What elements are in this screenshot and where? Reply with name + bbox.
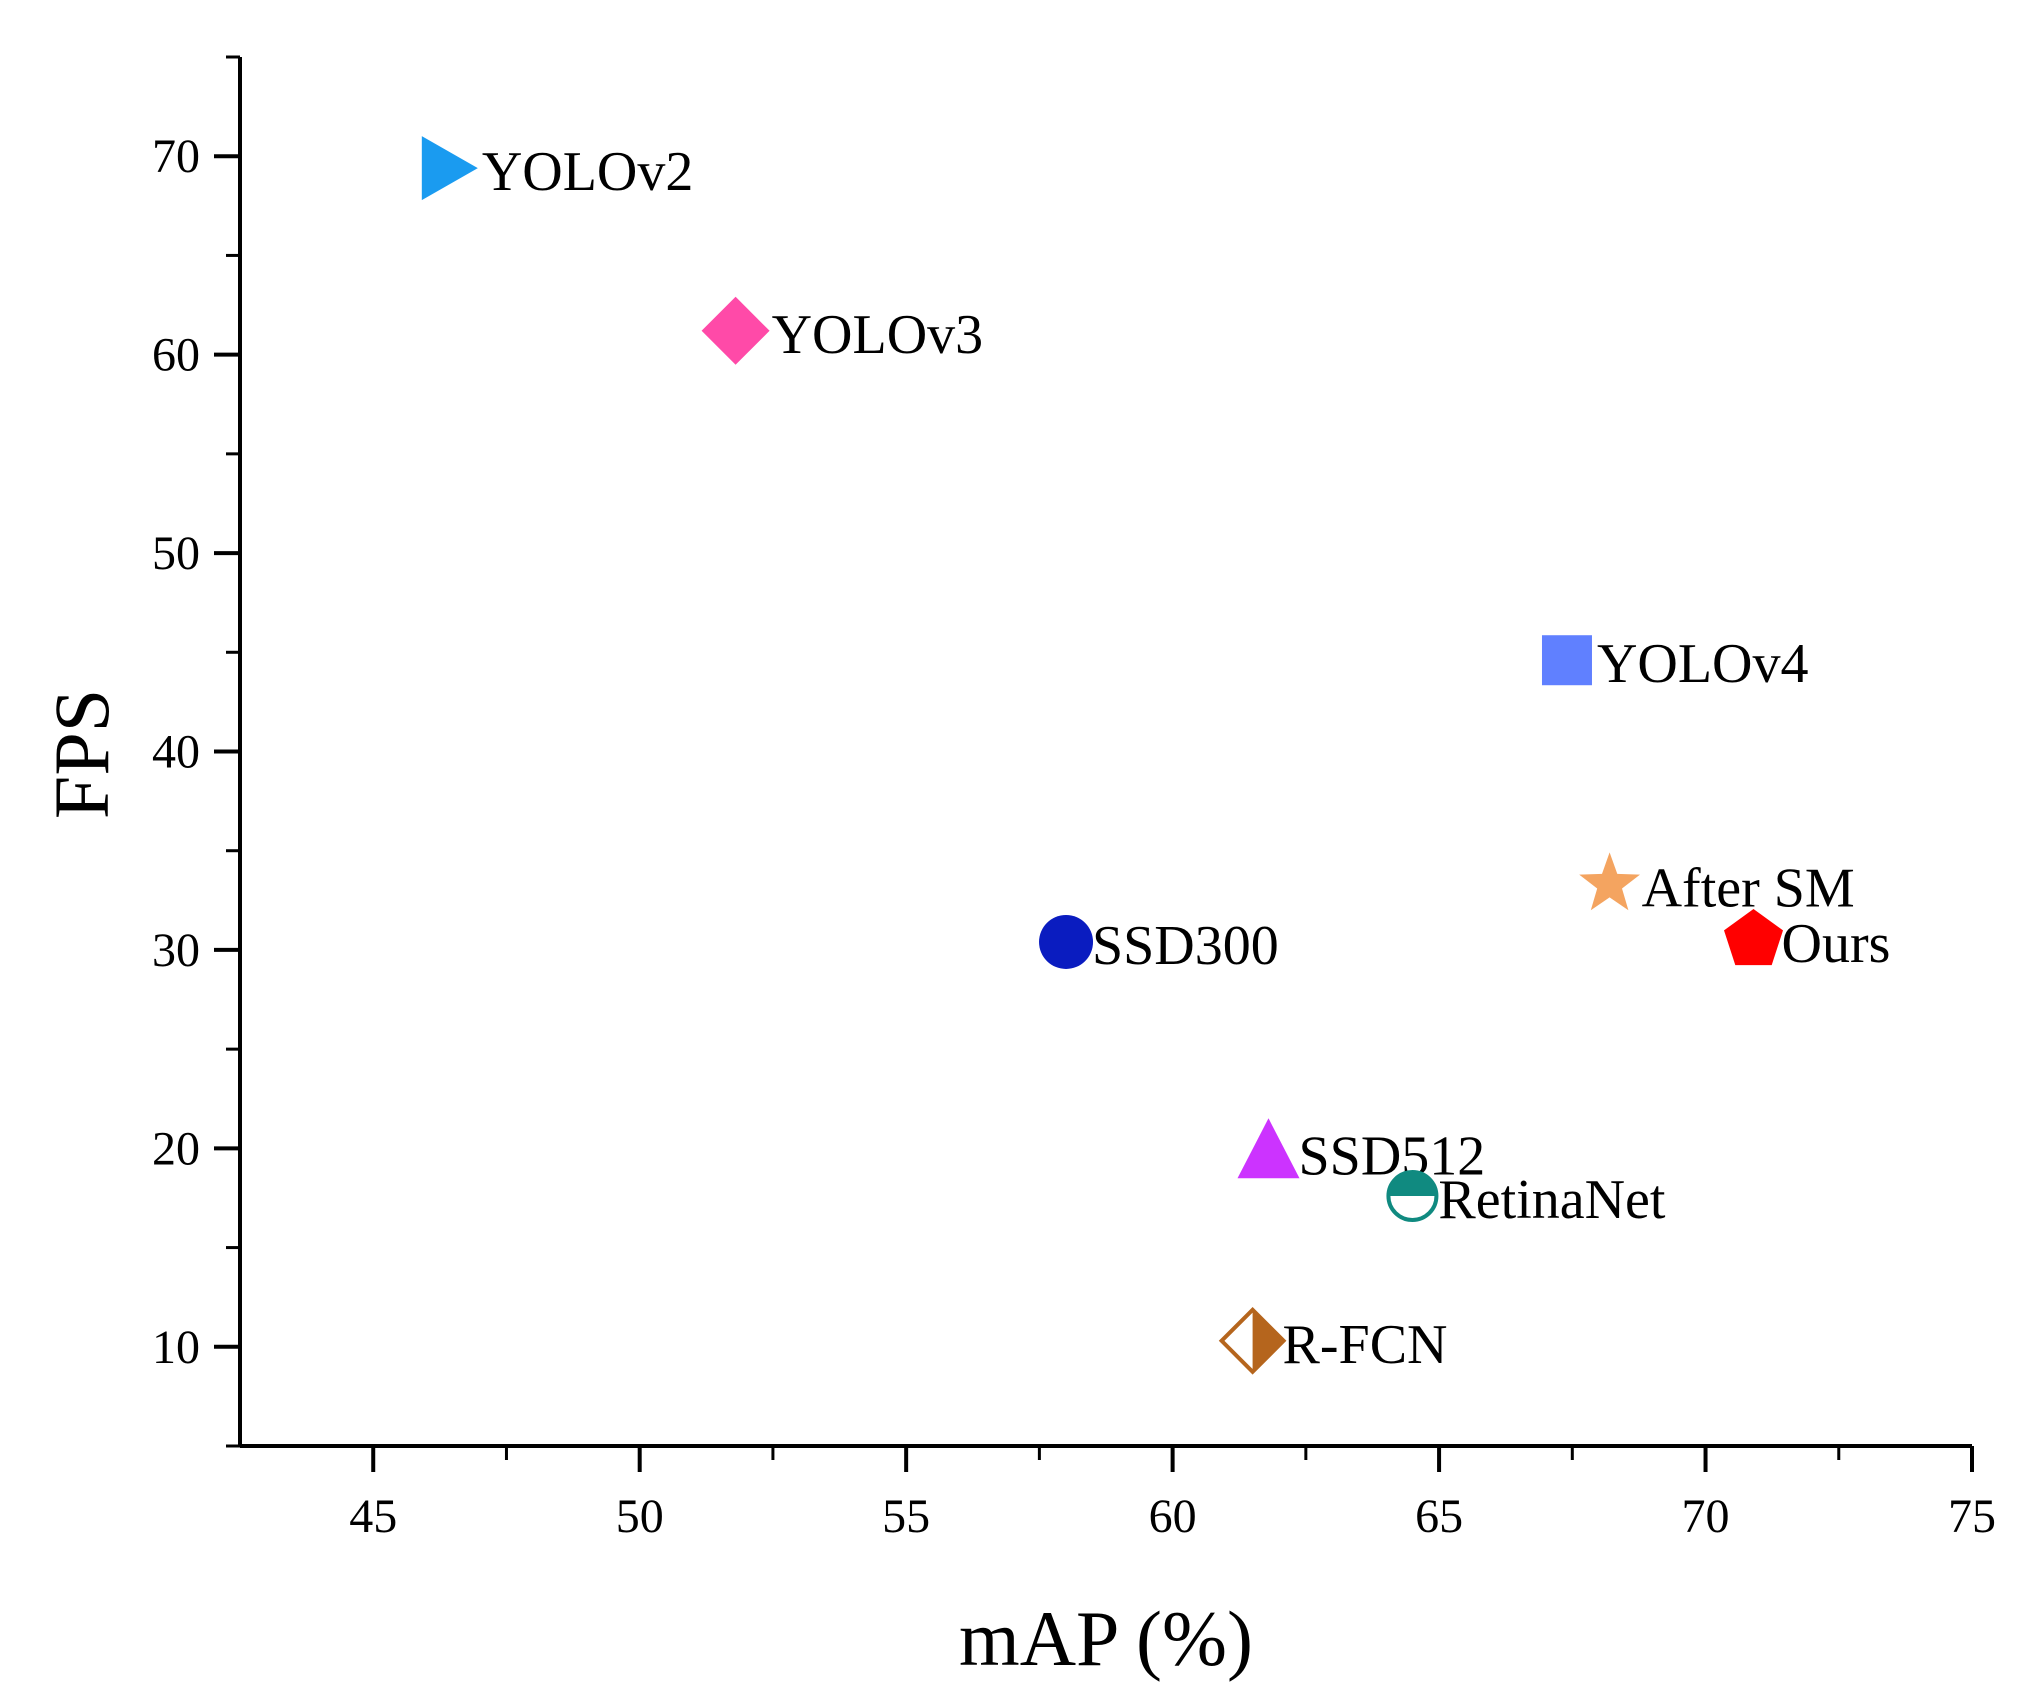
y-tick-label: 70 bbox=[152, 130, 200, 183]
y-tick-label: 50 bbox=[152, 527, 200, 580]
point-label: SSD512 bbox=[1299, 1125, 1486, 1187]
point-label: Ours bbox=[1782, 913, 1891, 975]
marker-diamond-half-fill bbox=[1252, 1309, 1284, 1372]
point-r-fcn: R-FCN bbox=[1218, 1306, 1448, 1376]
point-label: YOLOv2 bbox=[482, 141, 694, 203]
point-label: R-FCN bbox=[1283, 1314, 1448, 1376]
marker-star bbox=[1579, 852, 1640, 911]
marker-diamond bbox=[701, 296, 770, 365]
axes bbox=[238, 57, 1972, 1448]
x-tick-label: 65 bbox=[1415, 1490, 1463, 1543]
point-yolov3: YOLOv3 bbox=[701, 296, 984, 366]
point-ssd512: SSD512 bbox=[1237, 1118, 1486, 1187]
y-tick-label: 60 bbox=[152, 329, 200, 382]
y-tick-label: 40 bbox=[152, 726, 200, 779]
point-retinanet: RetinaNet bbox=[1386, 1169, 1666, 1231]
y-tick-label: 10 bbox=[152, 1321, 200, 1374]
x-tick-label: 45 bbox=[349, 1490, 397, 1543]
point-label: YOLOv4 bbox=[1597, 633, 1809, 695]
y-axis-title: FPS bbox=[38, 689, 125, 819]
point-label: YOLOv3 bbox=[772, 304, 984, 366]
marker-circle-half-fill bbox=[1388, 1171, 1437, 1196]
point-ours: Ours bbox=[1724, 909, 1890, 975]
point-after-sm: After SM bbox=[1579, 852, 1855, 919]
y-tick-label: 30 bbox=[152, 924, 200, 977]
marker-pentagon bbox=[1724, 909, 1783, 966]
point-ssd300: SSD300 bbox=[1039, 914, 1279, 977]
marker-circle bbox=[1039, 914, 1094, 969]
marker-diamond-half-outline bbox=[1218, 1306, 1287, 1375]
marker-circle-half-outline bbox=[1386, 1169, 1439, 1222]
ticks: 45 50 55 60 65 70 75 10 20 30 40 50 60 70 bbox=[152, 55, 1996, 1543]
marker-triangle-right bbox=[421, 136, 478, 201]
x-axis-title: mAP (%) bbox=[959, 1595, 1253, 1682]
point-yolov4: YOLOv4 bbox=[1541, 633, 1809, 695]
point-label: SSD300 bbox=[1092, 915, 1279, 977]
x-tick-label: 70 bbox=[1682, 1490, 1730, 1543]
x-tick-label: 55 bbox=[882, 1490, 930, 1543]
y-tick-label: 20 bbox=[152, 1122, 200, 1175]
marker-square bbox=[1541, 635, 1592, 686]
x-tick-label: 60 bbox=[1149, 1490, 1197, 1543]
point-yolov2: YOLOv2 bbox=[421, 136, 694, 203]
point-label: After SM bbox=[1642, 857, 1855, 919]
point-label: RetinaNet bbox=[1438, 1169, 1665, 1231]
marker-triangle-up bbox=[1237, 1118, 1300, 1179]
x-tick-label: 75 bbox=[1948, 1490, 1996, 1543]
x-tick-label: 50 bbox=[616, 1490, 664, 1543]
